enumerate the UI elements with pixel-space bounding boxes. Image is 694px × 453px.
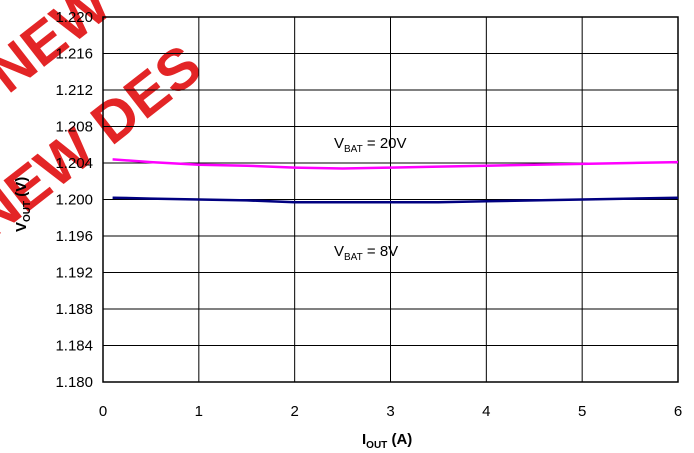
y-tick-labels: 1.180 1.184 1.188 1.192 1.196 1.200 1.204 1.208… <box>55 9 93 391</box>
y-tick-label: 1.216 <box>55 46 93 63</box>
y-tick-label: 1.180 <box>55 374 93 391</box>
x-tick-label: 1 <box>195 403 203 420</box>
y-tick-label: 1.188 <box>55 301 93 318</box>
series-line-1 <box>112 196 679 204</box>
series-label-8v: VBAT = 8V <box>334 243 398 263</box>
y-tick-label: 1.212 <box>55 82 93 99</box>
x-tick-label: 3 <box>386 403 394 420</box>
x-tick-label: 6 <box>674 403 682 420</box>
y-tick-label: 1.204 <box>55 155 93 172</box>
y-tick-label: 1.208 <box>55 119 93 136</box>
series-label-20v: VBAT = 20V <box>334 135 407 155</box>
y-axis-title: VOUT (V) <box>13 177 33 232</box>
x-axis-title: IOUT (A) <box>362 431 412 451</box>
series-line-0 <box>112 158 679 170</box>
plot-area-border <box>102 16 679 383</box>
x-tick-label: 0 <box>99 403 107 420</box>
x-tick-label: 2 <box>290 403 298 420</box>
x-tick-labels: 0 1 2 3 4 5 6 <box>99 403 682 420</box>
watermark: NEW DES NEW DES <box>0 0 229 250</box>
series-lines <box>112 158 679 204</box>
y-tick-label: 1.184 <box>55 338 93 355</box>
y-tick-label: 1.200 <box>55 192 93 209</box>
x-tick-label: 5 <box>578 403 586 420</box>
y-tick-label: 1.196 <box>55 228 93 245</box>
x-tick-label: 4 <box>482 403 490 420</box>
y-tick-label: 1.220 <box>55 9 93 26</box>
y-tick-label: 1.192 <box>55 265 93 282</box>
